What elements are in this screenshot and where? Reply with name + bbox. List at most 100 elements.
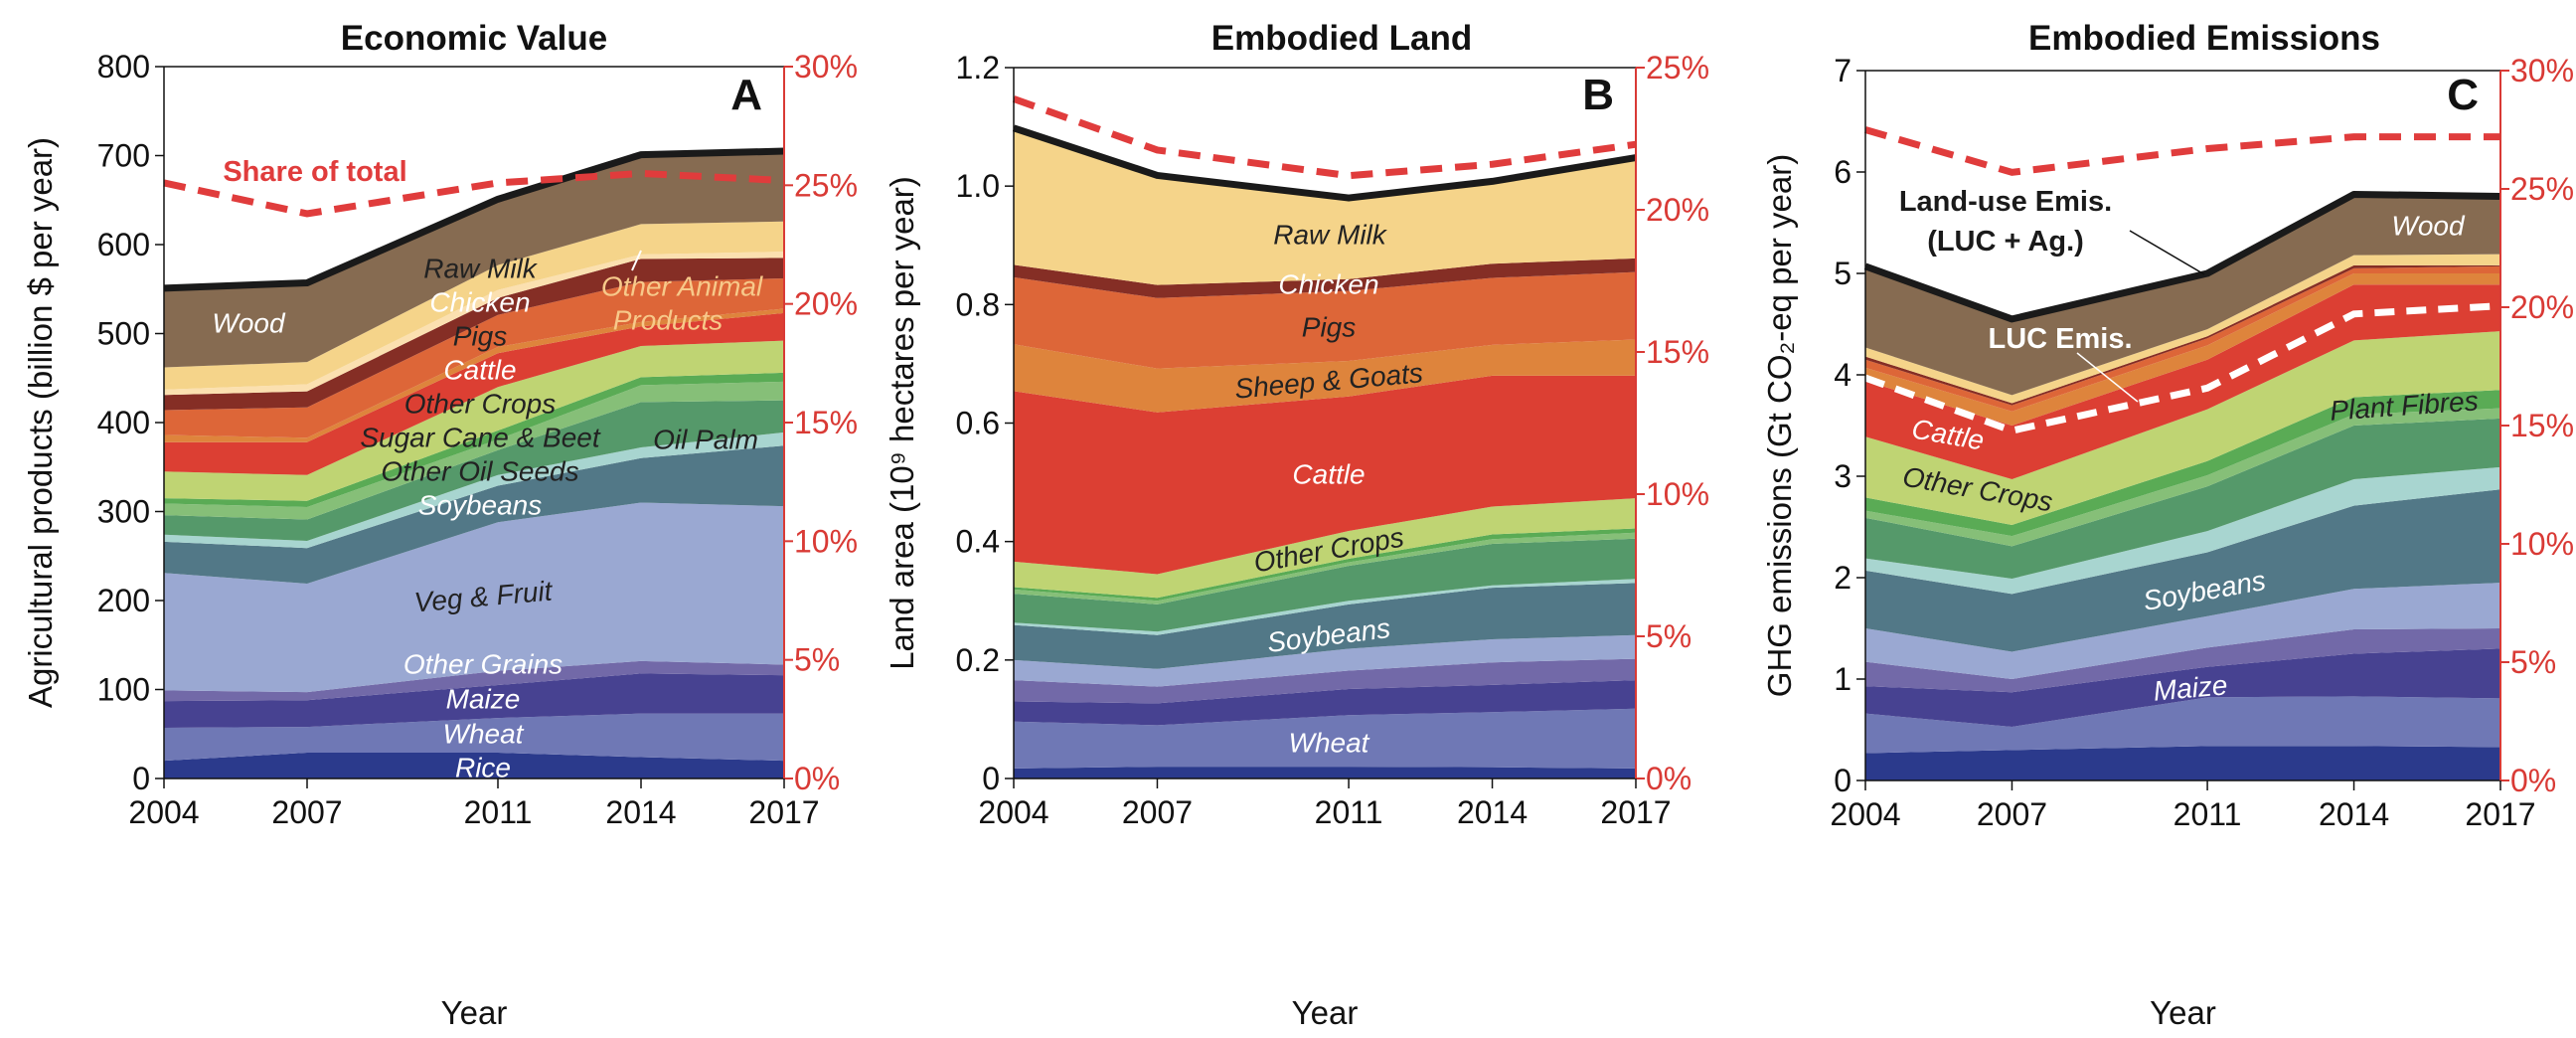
y2-tick-label: 20% xyxy=(2510,289,2574,325)
area-oil-palm xyxy=(1014,579,1636,635)
x-tick-label: 2004 xyxy=(1830,796,1900,832)
x-tick-label: 2017 xyxy=(1600,794,1671,830)
y2-tick-label: 15% xyxy=(2510,408,2574,443)
pointer-line xyxy=(631,250,642,271)
y2-tick-label: 20% xyxy=(794,286,858,322)
area-wheat xyxy=(164,713,784,762)
area-other-oil-seeds xyxy=(1014,538,1636,632)
y-tick-label: 4 xyxy=(1834,357,1852,393)
y-tick-label: 0.4 xyxy=(956,524,1000,560)
series-label: Wood xyxy=(212,308,286,339)
panel-letter: B xyxy=(1582,71,1614,119)
y-tick-label: 0 xyxy=(132,761,150,796)
x-tick-label: 2014 xyxy=(2319,796,2389,832)
series-label: Other Oil Seeds xyxy=(381,456,578,487)
y2-tick-label: 0% xyxy=(2510,763,2556,798)
x-axis-label: Year xyxy=(2150,994,2216,1031)
share-of-total-line xyxy=(1864,126,2500,176)
area-maize xyxy=(1014,680,1636,726)
area-veg-fruit xyxy=(164,502,784,693)
x-tick-label: 2014 xyxy=(1457,794,1528,830)
x-tick-label: 2017 xyxy=(2465,796,2535,832)
series-label: Other Grains xyxy=(403,649,563,680)
y-tick-label: 600 xyxy=(97,227,150,262)
area-maize xyxy=(164,673,784,728)
area-other-crops xyxy=(1014,498,1636,599)
area-maize xyxy=(1865,648,2500,727)
y-tick-label: 0 xyxy=(982,761,1000,796)
area-soybeans xyxy=(1865,489,2500,652)
y-tick-label: 6 xyxy=(1834,154,1852,190)
x-axis-label: Year xyxy=(441,994,508,1031)
series-label: Other Animal xyxy=(601,271,763,302)
area-cattle xyxy=(164,312,784,475)
panel-a: 0 100 200 300 400 500 600 700 800 0% 5% 10% 15% 20% 25… xyxy=(22,19,858,1031)
y2-tick-label: 5% xyxy=(794,642,840,678)
series-label: Wood xyxy=(2391,211,2466,242)
area-plant-fibres xyxy=(1014,528,1636,602)
series-label: Maize xyxy=(2152,669,2228,706)
chart-title: Embodied Emissions xyxy=(2028,19,2380,58)
y-tick-label: 2 xyxy=(1834,560,1852,596)
y-tick-label: 200 xyxy=(97,583,150,618)
area-sheep-goats xyxy=(1014,339,1636,413)
series-label: Cattle xyxy=(443,355,516,386)
y-tick-label: 100 xyxy=(97,672,150,708)
area-other-grains xyxy=(1865,628,2500,693)
panel-b: 0 0.2 0.4 0.6 0.8 1.0 1.2 0% 5% 10% 15% 20% 25% 2004 2… xyxy=(884,19,1709,1031)
series-label: Pigs xyxy=(453,321,507,352)
area-other-crops xyxy=(1865,331,2500,525)
area-other-oil-seeds xyxy=(164,400,784,542)
series-label: Sugar Cane & Beet xyxy=(360,423,600,453)
area-other-grains xyxy=(164,660,784,702)
y2-tick-label: 30% xyxy=(2510,53,2574,88)
area-rice xyxy=(1865,746,2500,780)
series-label: Cattle xyxy=(1292,459,1365,490)
area-soybeans xyxy=(1014,583,1636,669)
area-chicken xyxy=(1014,258,1636,298)
y-tick-label: 400 xyxy=(97,405,150,440)
area-plant-fibres xyxy=(164,372,784,508)
area-wheat xyxy=(1865,696,2500,754)
y-tick-label: 1 xyxy=(1834,661,1852,697)
area-wood xyxy=(164,151,784,368)
y2-tick-label: 5% xyxy=(2510,644,2556,680)
area-wood xyxy=(1865,194,2500,396)
chart-title: Economic Value xyxy=(341,19,607,58)
series-label: Wheat xyxy=(443,719,525,750)
x-tick-label: 2017 xyxy=(748,794,819,830)
y-tick-label: 1.0 xyxy=(956,168,1000,204)
share-of-total-line xyxy=(1012,95,1637,180)
area-veg-fruit xyxy=(1014,634,1636,687)
area-wheat xyxy=(1014,708,1636,769)
y2-tick-label: 10% xyxy=(794,523,858,559)
x-axis-label: Year xyxy=(1292,994,1359,1031)
share-of-total-line xyxy=(163,169,785,218)
area-pigs xyxy=(164,278,784,438)
area-oil-palm xyxy=(1865,466,2500,595)
area-other-grains xyxy=(1014,658,1636,704)
area-sugar-cane-beet xyxy=(1014,532,1636,605)
x-tick-label: 2014 xyxy=(605,794,676,830)
series-label: Maize xyxy=(446,684,521,715)
y2-tick-label: 15% xyxy=(1646,334,1709,370)
area-rice xyxy=(164,753,784,778)
area-other-oil-seeds xyxy=(1865,418,2500,580)
y-tick-label: 7 xyxy=(1834,53,1852,88)
y-tick-label: 1.2 xyxy=(956,50,1000,86)
area-rice xyxy=(1014,767,1636,778)
series-label: Pigs xyxy=(1302,312,1356,343)
area-chicken xyxy=(164,258,784,411)
x-tick-label: 2007 xyxy=(1977,796,2047,832)
y-tick-label: 800 xyxy=(97,49,150,85)
area-pigs xyxy=(1014,271,1636,369)
series-label: Oil Palm xyxy=(653,425,758,455)
y-tick-label: 0.8 xyxy=(956,286,1000,322)
luc-emissions-label: LUC Emis. xyxy=(1988,323,2132,355)
y-axis-label: Agricultural products (billion $ per yea… xyxy=(22,137,59,708)
series-label: Products xyxy=(613,305,724,336)
y-tick-label: 700 xyxy=(97,138,150,174)
y2-tick-label: 30% xyxy=(794,49,858,85)
total-line xyxy=(1863,190,2501,323)
